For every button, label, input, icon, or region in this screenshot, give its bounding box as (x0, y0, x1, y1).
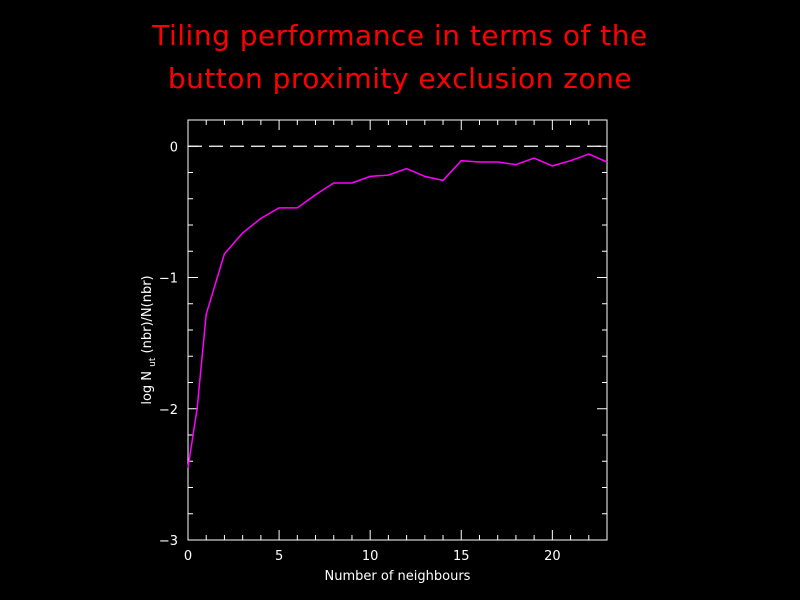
x-axis-label: Number of neighbours (325, 569, 471, 584)
x-tick-label: 5 (275, 549, 283, 564)
x-tick-label: 20 (544, 549, 561, 564)
y-tick-label: −1 (159, 272, 178, 287)
y-axis-label-post: (nbr)/N(nbr) (140, 275, 155, 353)
y-tick-label: 0 (170, 140, 178, 155)
chart-title-line-2: button proximity exclusion zone (167, 62, 633, 95)
x-tick-label: 0 (184, 549, 192, 564)
axes (187, 119, 608, 541)
y-axis-label-sub: ut (148, 357, 158, 367)
y-tick-label: −3 (159, 534, 178, 549)
y-axis-label: log N ut (nbr)/N(nbr) (140, 275, 159, 404)
plot-frame (187, 119, 608, 541)
series-line (187, 153, 608, 468)
x-tick-label: 15 (453, 549, 470, 564)
y-tick-label: −2 (159, 403, 178, 418)
x-tick-label: 10 (362, 549, 379, 564)
chart-title-line-1: Tiling performance in terms of the (152, 19, 648, 52)
ticks (187, 119, 608, 541)
y-axis-label-pre: log N (140, 371, 155, 405)
chart-title: Tiling performance in terms of the butto… (0, 14, 800, 100)
tick-labels: 0 5 10 15 20 0 −1 −2 −3 (159, 140, 561, 564)
